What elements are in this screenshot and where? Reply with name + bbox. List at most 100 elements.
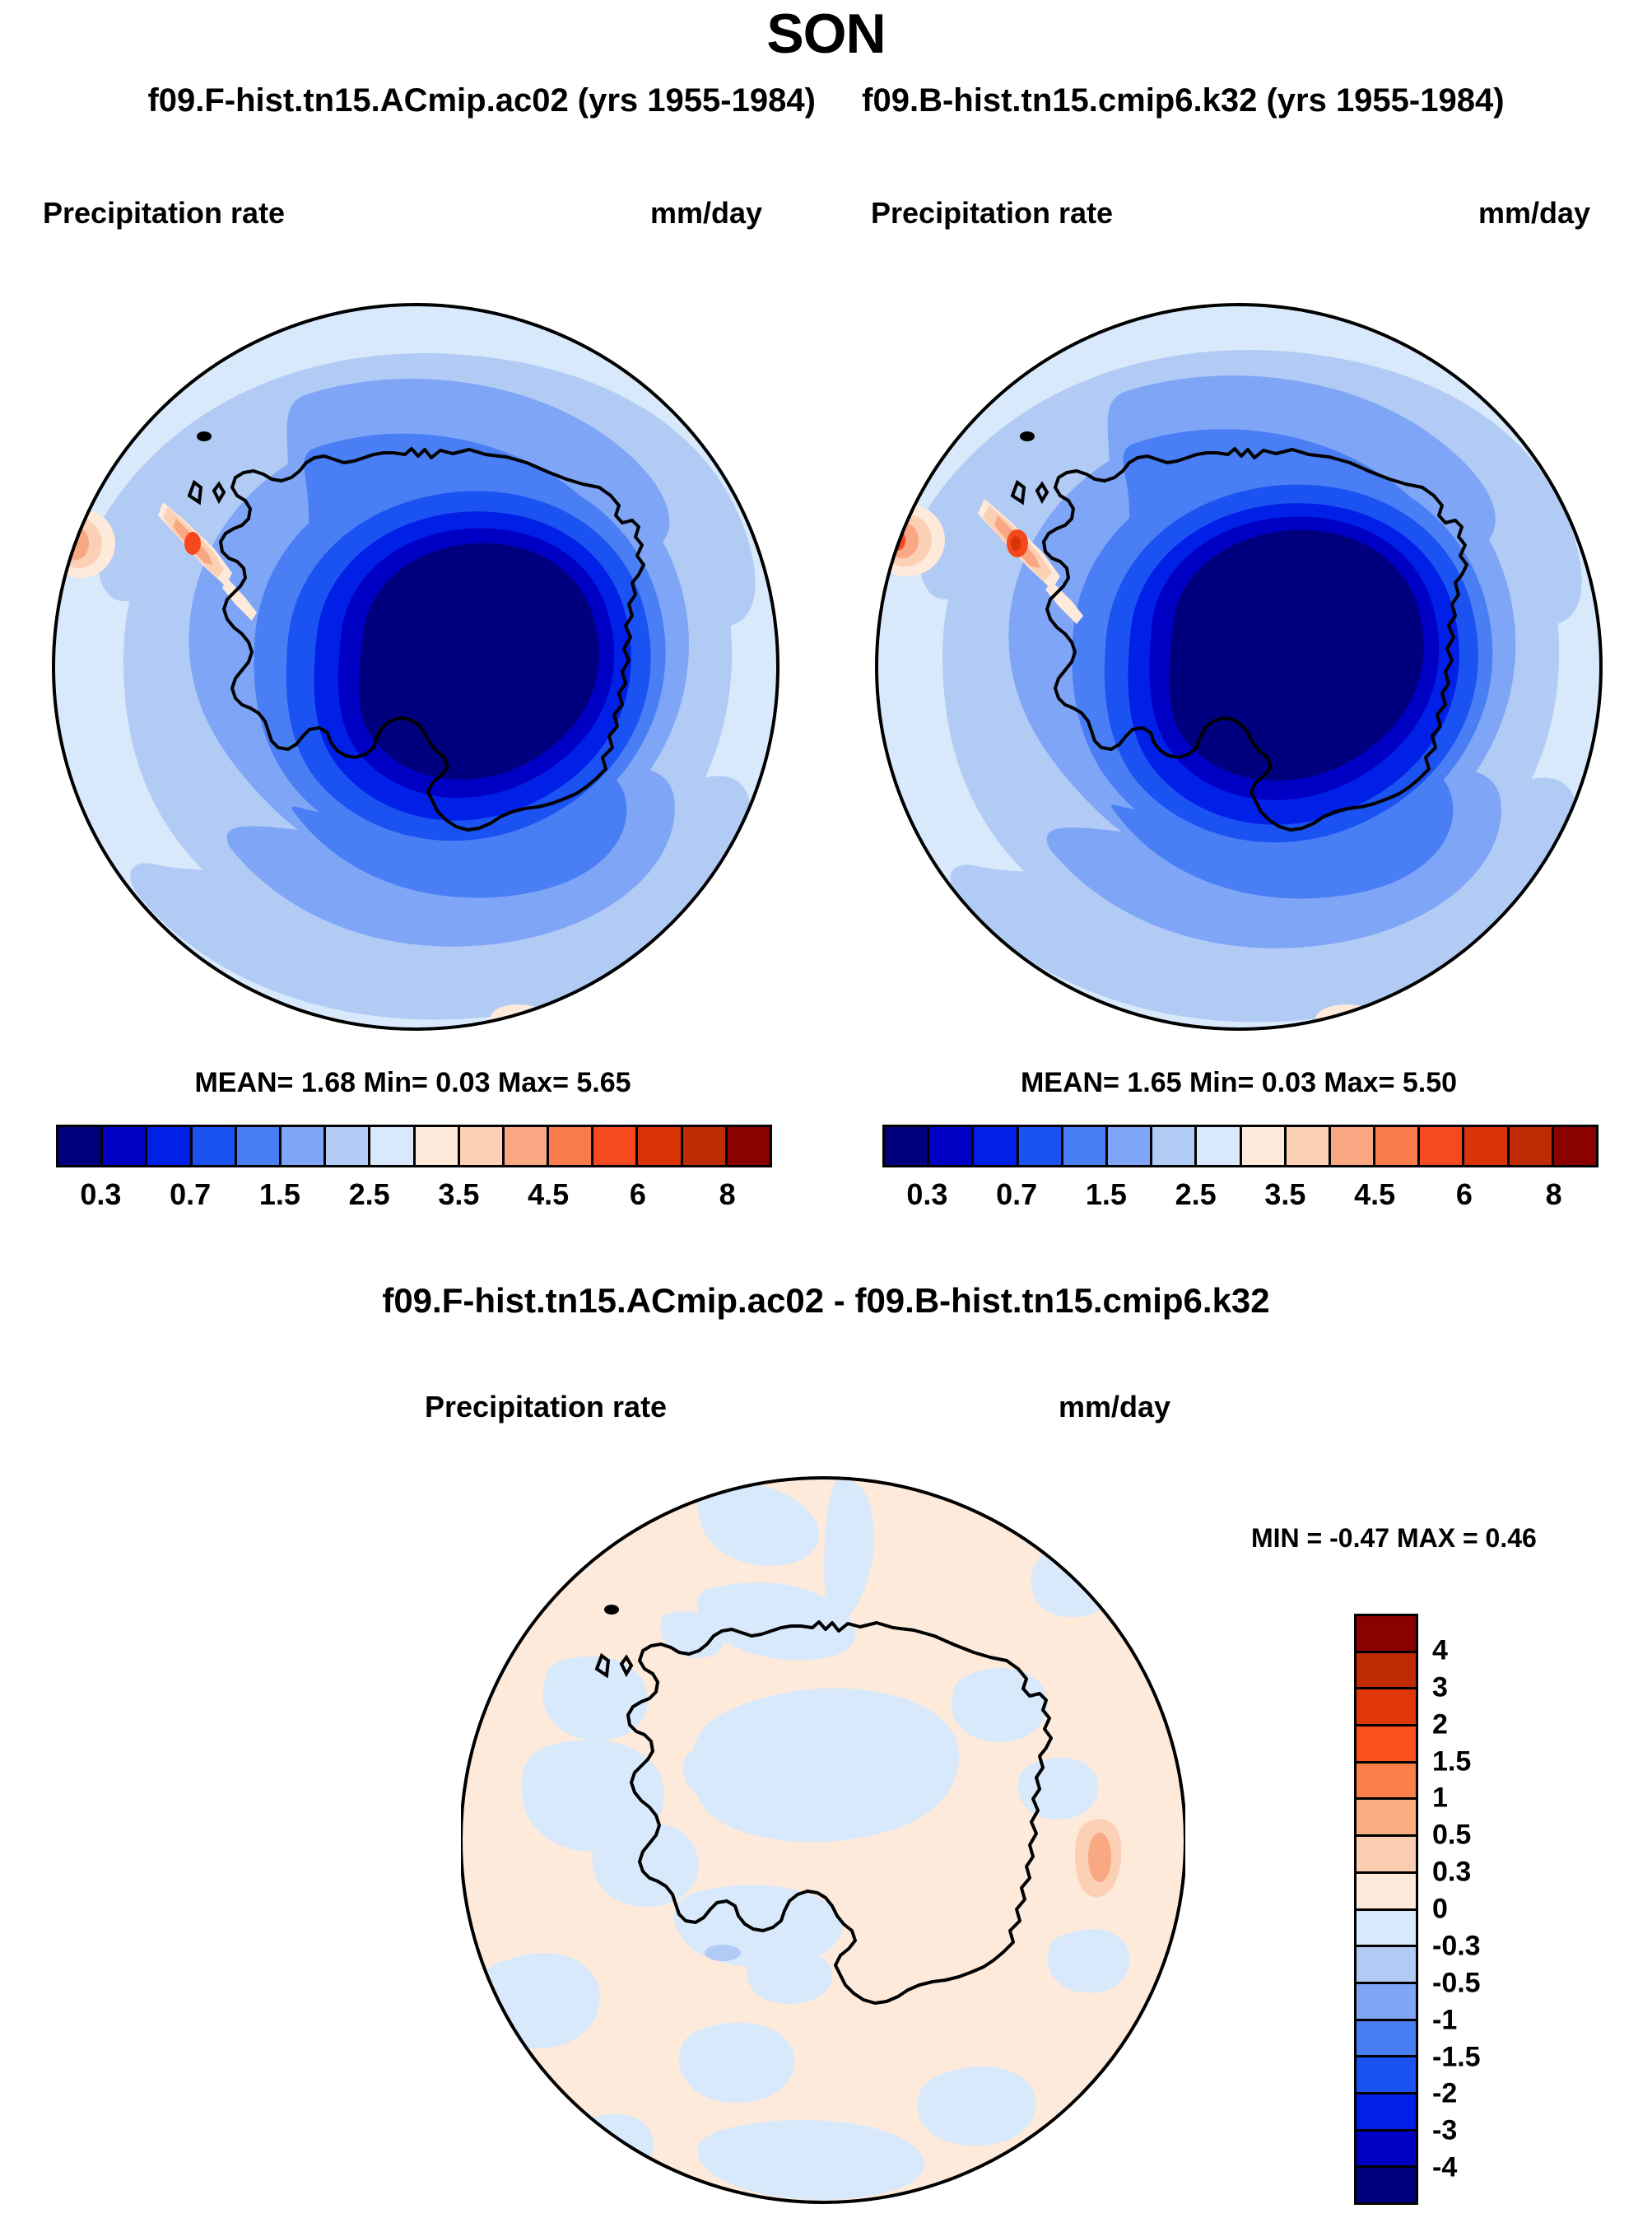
diff-colorbar-tick-3: 3 [1432, 1671, 1448, 1703]
colorbar-cell-6 [326, 1127, 371, 1165]
left-stats-line: MEAN= 1.68 Min= 0.03 Max= 5.65 [194, 1067, 631, 1098]
right-colorbar-labels: 0.3 0.7 1.5 2.5 3.5 4.5 6 8 [882, 1177, 1598, 1217]
colorbar-cell-0 [885, 1127, 930, 1165]
diff-colorbar-tick-1.5: 1.5 [1432, 1745, 1472, 1777]
diff-colorbar-tick-1: 1 [1432, 1782, 1448, 1814]
right-stats-line: MEAN= 1.65 Min= 0.03 Max= 5.50 [1020, 1067, 1458, 1098]
diff-colorbar-tick--0.5: -0.5 [1432, 1967, 1481, 1999]
colorbar-cell-7 [1197, 1127, 1242, 1165]
diff-colorbar-tick--1.5: -1.5 [1432, 2041, 1481, 2072]
colorbar-cell-0 [58, 1127, 104, 1165]
colorbar-cell-4 [1063, 1127, 1108, 1165]
colorbar-cell-14 [682, 1127, 728, 1165]
diff-colorbar-cell-3 [1357, 1726, 1416, 1764]
diff-colorbar-cell-2 [1357, 1689, 1416, 1727]
colorbar-cell-15 [727, 1127, 770, 1165]
panel-titles-row: f09.F-hist.tn15.ACmip.ac02 (yrs 1955-198… [0, 82, 1652, 119]
colorbar-cell-3 [1018, 1127, 1063, 1165]
left-panel-title: f09.F-hist.tn15.ACmip.ac02 (yrs 1955-198… [147, 82, 816, 119]
colorbar-cell-8 [1241, 1127, 1287, 1165]
colorbar-cell-11 [1375, 1127, 1421, 1165]
diff-colorbar-tick--2: -2 [1432, 2077, 1458, 2109]
colorbar-tick-6: 6 [1455, 1177, 1473, 1211]
diff-colorbar-cell-0 [1357, 1616, 1416, 1653]
diff-colorbar-tick-2: 2 [1432, 1708, 1448, 1740]
right-map-plot [875, 303, 1603, 1031]
diff-colorbar-cell-15 [1357, 2168, 1416, 2202]
colorbar-tick-2.5: 2.5 [348, 1177, 390, 1211]
diff-colorbar-tick-0.5: 0.5 [1432, 1819, 1472, 1851]
right-map-fill [877, 305, 1601, 1029]
colorbar-cell-6 [1152, 1127, 1198, 1165]
colorbar-tick-2.5: 2.5 [1175, 1177, 1217, 1211]
title-spacer [825, 82, 853, 119]
diff-colorbar-cell-9 [1357, 1947, 1416, 1984]
colorbar-cell-1 [929, 1127, 975, 1165]
diff-colorbar-tick--3: -3 [1432, 2114, 1458, 2146]
left-variable-label: Precipitation rate [43, 196, 286, 230]
colorbar-cell-9 [459, 1127, 505, 1165]
left-units-label: mm/day [650, 196, 763, 230]
colorbar-cell-10 [1330, 1127, 1376, 1165]
diff-colorbar-cell-4 [1357, 1763, 1416, 1801]
colorbar-cell-8 [415, 1127, 460, 1165]
diff-colorbar-tick--4: -4 [1432, 2151, 1458, 2183]
diff-variable-label: Precipitation rate [425, 1390, 668, 1424]
colorbar-cell-13 [1464, 1127, 1510, 1165]
left-colorbar-labels: 0.3 0.7 1.5 2.5 3.5 4.5 6 8 [56, 1177, 772, 1217]
colorbar-tick-0.7: 0.7 [996, 1177, 1038, 1211]
colorbar-tick-8: 8 [1545, 1177, 1562, 1211]
right-map-outline [875, 303, 1603, 1031]
colorbar-cell-1 [103, 1127, 148, 1165]
colorbar-cell-11 [549, 1127, 594, 1165]
colorbar-tick-0.3: 0.3 [906, 1177, 948, 1211]
colorbar-cell-10 [504, 1127, 550, 1165]
colorbar-tick-3.5: 3.5 [438, 1177, 480, 1211]
left-map-fill [54, 305, 778, 1029]
colorbar-tick-8: 8 [719, 1177, 736, 1211]
diff-colorbar-cell-5 [1357, 1800, 1416, 1838]
diff-colorbar-tick--1: -1 [1432, 2004, 1458, 2036]
diff-colorbar-cell-14 [1357, 2131, 1416, 2169]
diff-colorbar-tick-0: 0 [1432, 1893, 1448, 1925]
diff-map-outline [461, 1476, 1185, 2204]
right-panel-title: f09.B-hist.tn15.cmip6.k32 (yrs 1955-1984… [862, 82, 1505, 119]
colorbar-cell-9 [1286, 1127, 1331, 1165]
left-map-plot [52, 303, 779, 1031]
colorbar-cell-14 [1509, 1127, 1554, 1165]
diff-colorbar-tick--0.3: -0.3 [1432, 1930, 1481, 1962]
difference-colorbar-labels: 4 3 2 1.5 1 0.5 0.3 0 -0.3 -0.5 -1 -1.5 -2 -3 -4 [1432, 1614, 1580, 2205]
colorbar-tick-4.5: 4.5 [528, 1177, 570, 1211]
colorbar-cell-12 [593, 1127, 639, 1165]
diff-colorbar-cell-7 [1357, 1873, 1416, 1911]
difference-panel-title: f09.F-hist.tn15.ACmip.ac02 - f09.B-hist.… [382, 1281, 1270, 1320]
colorbar-tick-4.5: 4.5 [1354, 1177, 1396, 1211]
diff-colorbar-cell-8 [1357, 1910, 1416, 1948]
diff-colorbar-tick-0.3: 0.3 [1432, 1856, 1472, 1888]
left-map-outline [52, 303, 779, 1031]
colorbar-cell-15 [1553, 1127, 1596, 1165]
diff-colorbar-cell-11 [1357, 2020, 1416, 2058]
diff-map-plot [461, 1476, 1185, 2204]
right-colorbar [882, 1125, 1598, 1167]
colorbar-tick-6: 6 [629, 1177, 646, 1211]
colorbar-cell-7 [370, 1127, 416, 1165]
colorbar-cell-3 [192, 1127, 237, 1165]
left-colorbar [56, 1125, 772, 1167]
right-units-label: mm/day [1478, 196, 1591, 230]
page-title: SON [766, 2, 886, 65]
colorbar-cell-2 [974, 1127, 1019, 1165]
colorbar-tick-3.5: 3.5 [1264, 1177, 1306, 1211]
colorbar-tick-1.5: 1.5 [258, 1177, 300, 1211]
colorbar-tick-1.5: 1.5 [1085, 1177, 1127, 1211]
right-variable-label: Precipitation rate [871, 196, 1114, 230]
diff-colorbar-cell-13 [1357, 2094, 1416, 2132]
colorbar-cell-13 [638, 1127, 683, 1165]
colorbar-tick-0.7: 0.7 [170, 1177, 212, 1211]
colorbar-cell-2 [147, 1127, 193, 1165]
diff-colorbar-cell-12 [1357, 2057, 1416, 2095]
difference-colorbar [1354, 1614, 1418, 2205]
diff-units-label: mm/day [1059, 1390, 1171, 1424]
colorbar-cell-12 [1420, 1127, 1465, 1165]
colorbar-tick-0.3: 0.3 [80, 1177, 122, 1211]
